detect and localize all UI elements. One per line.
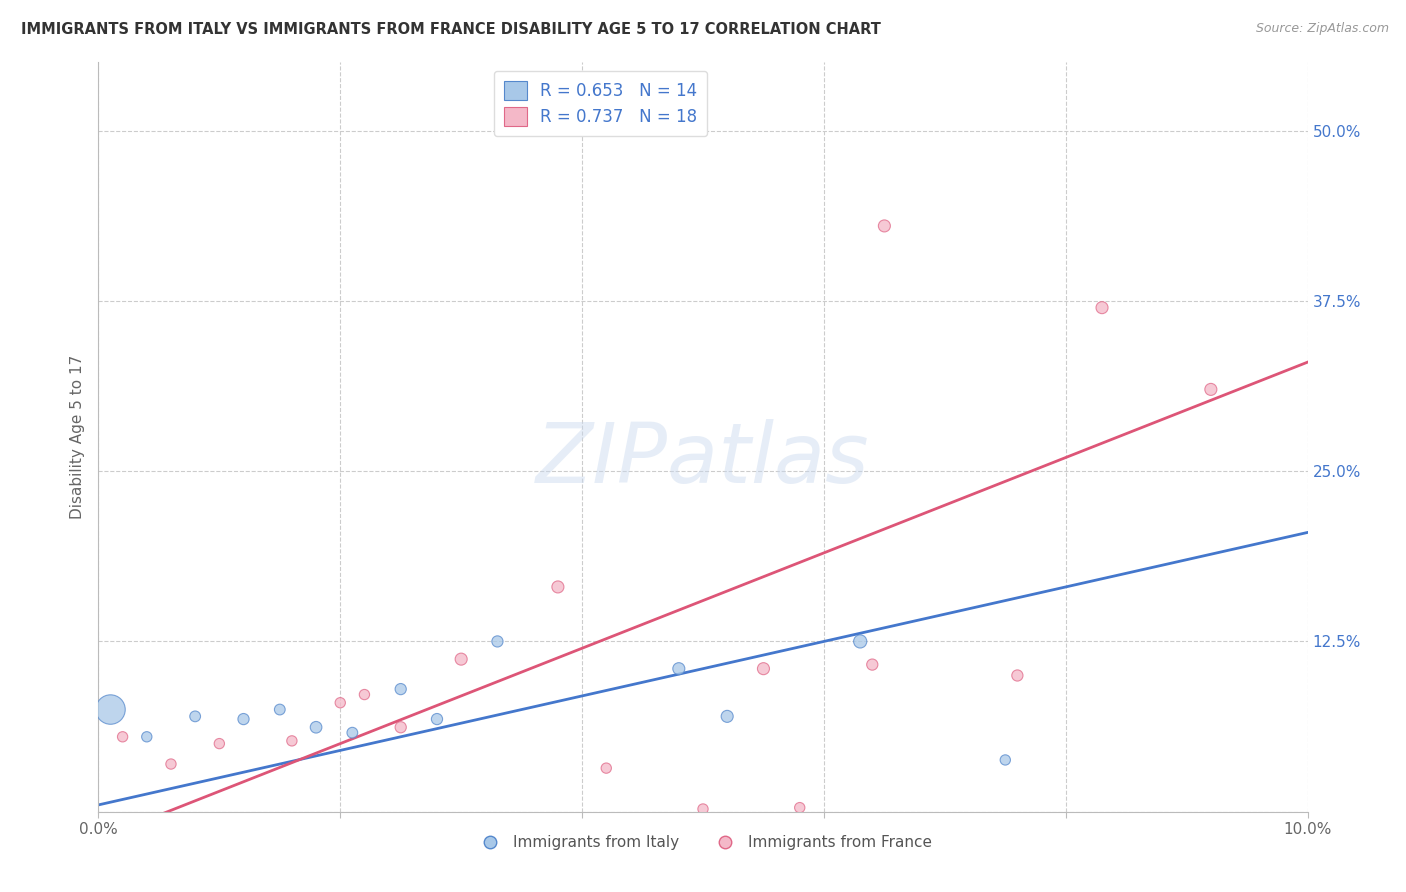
Point	[1091, 301, 1114, 315]
Point	[547, 580, 569, 594]
Y-axis label: Disability Age 5 to 17: Disability Age 5 to 17	[70, 355, 86, 519]
Point	[1007, 668, 1029, 682]
Point	[100, 702, 122, 716]
Point	[486, 634, 509, 648]
Point	[426, 712, 449, 726]
Point	[716, 709, 738, 723]
Point	[994, 753, 1017, 767]
Point	[353, 688, 375, 702]
Text: ZIPatlas: ZIPatlas	[536, 419, 870, 500]
Point	[184, 709, 207, 723]
Point	[1199, 383, 1222, 397]
Point	[160, 757, 183, 772]
Point	[849, 634, 872, 648]
Point	[692, 802, 714, 816]
Point	[450, 652, 472, 666]
Point	[305, 720, 328, 734]
Point	[329, 696, 352, 710]
Point	[135, 730, 157, 744]
Point	[111, 730, 134, 744]
Point	[389, 682, 412, 697]
Legend: Immigrants from Italy, Immigrants from France: Immigrants from Italy, Immigrants from F…	[468, 830, 938, 856]
Point	[269, 702, 291, 716]
Text: Source: ZipAtlas.com: Source: ZipAtlas.com	[1256, 22, 1389, 36]
Point	[595, 761, 617, 775]
Point	[232, 712, 254, 726]
Point	[860, 657, 883, 672]
Point	[208, 737, 231, 751]
Point	[789, 800, 811, 814]
Point	[668, 662, 690, 676]
Point	[752, 662, 775, 676]
Point	[873, 219, 896, 233]
Point	[281, 734, 304, 748]
Point	[342, 725, 364, 739]
Text: IMMIGRANTS FROM ITALY VS IMMIGRANTS FROM FRANCE DISABILITY AGE 5 TO 17 CORRELATI: IMMIGRANTS FROM ITALY VS IMMIGRANTS FROM…	[21, 22, 882, 37]
Point	[389, 720, 412, 734]
